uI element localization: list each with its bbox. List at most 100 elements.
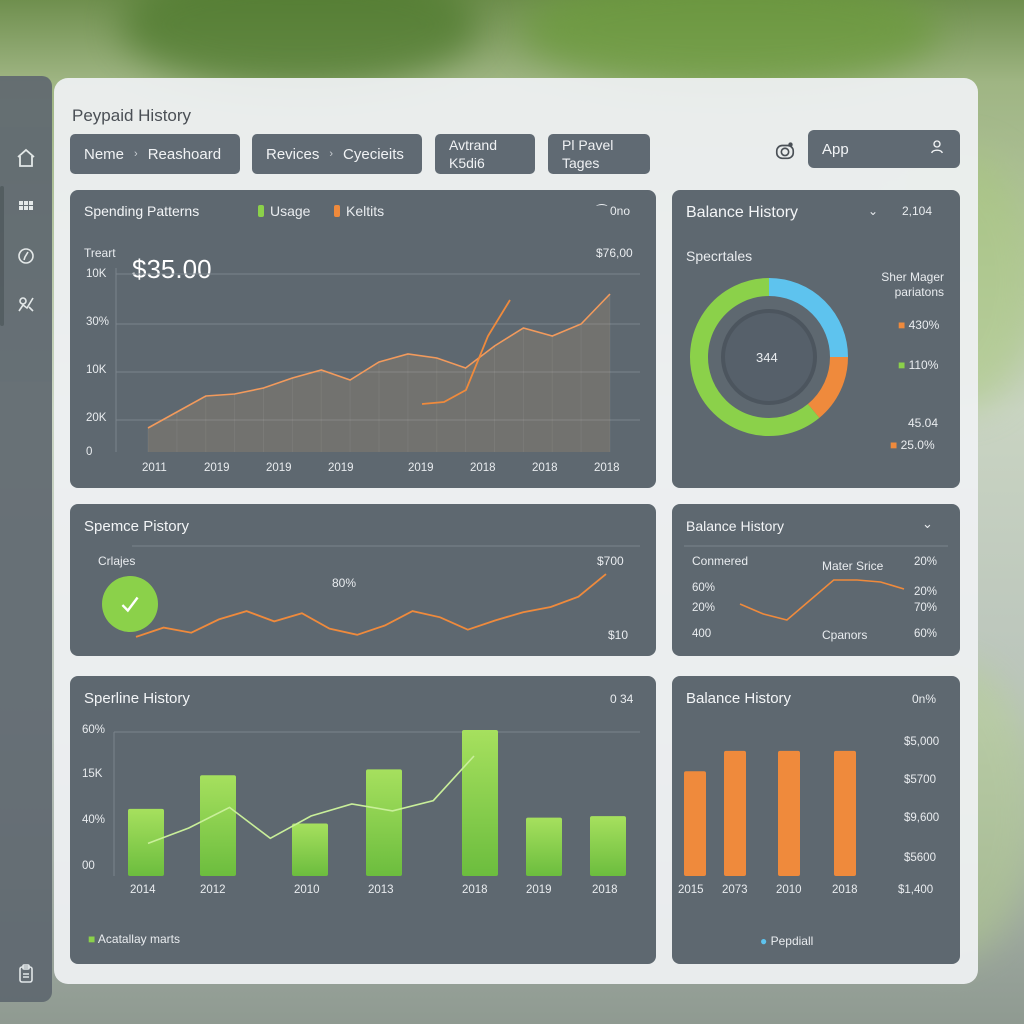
nav-button-pavel[interactable]: Pl Pavel Tages [548, 134, 650, 174]
y-tick-label: $9,600 [904, 812, 940, 824]
card-corner-value: 2,104 [902, 204, 933, 218]
nav-label-primary: Pl Pavel [562, 137, 614, 153]
x-tick-label: 2019 [266, 462, 292, 474]
analytics-icon[interactable] [14, 292, 38, 316]
app-button[interactable]: App [808, 130, 960, 168]
chevron-right-icon: › [134, 148, 138, 160]
nav-button-revices[interactable]: Revices › Cyecieits [252, 134, 422, 174]
chart-footer: ● Pepdiall [760, 934, 813, 948]
legend-bullet: ● [760, 934, 771, 948]
bar [526, 817, 562, 876]
x-tick-label: 2015 [678, 884, 704, 896]
footer-label: Pepdiall [770, 934, 814, 948]
legend-swatch [258, 205, 264, 217]
y-tick-label: 40% [82, 814, 106, 826]
spending-bars-card: Sperline History 0 34 60% 15K 40% 00 2014 20… [70, 676, 656, 964]
legend-item-1: ■ 430% [898, 318, 939, 332]
y-tick-label: $5700 [904, 774, 936, 786]
mid-label: 80% [332, 576, 357, 590]
bottom-right-value: $10 [608, 628, 629, 642]
legend-swatch [334, 205, 340, 217]
y-tick-label: 15K [82, 768, 103, 780]
y-tick-label: 30% [86, 316, 110, 328]
page-title: Peypaid History [72, 106, 192, 125]
bar [366, 769, 402, 876]
chevron-down-icon[interactable]: ⌄ [868, 204, 879, 218]
x-tick-label: 2014 [130, 884, 156, 896]
series-line-keltits [421, 299, 511, 405]
left-tick-label: 400 [692, 628, 712, 640]
x-tick-label: 2018 [592, 884, 618, 896]
app-button-label: App [822, 140, 849, 158]
y-tick-label: 10K [86, 364, 107, 376]
x-tick-label: 2011 [142, 462, 167, 474]
legend-item-2: ■ 110% [898, 358, 938, 372]
x-tick-label: 2073 [722, 884, 748, 896]
x-tick-label: 2013 [368, 884, 394, 896]
bar [834, 750, 856, 876]
home-icon[interactable] [14, 146, 38, 170]
chevron-right-icon: › [329, 148, 334, 160]
left-label: Crlajes [98, 554, 136, 568]
balance-donut-chart [690, 278, 848, 436]
bar [590, 816, 626, 876]
sidebar [0, 76, 52, 1002]
donut-slice [768, 278, 848, 358]
right-tick-label: 70% [914, 602, 938, 614]
y-tick-label: 0 [86, 446, 93, 458]
top-right-value: $76,00 [596, 246, 633, 260]
chevron-down-icon[interactable]: ⌄ [922, 516, 933, 531]
nav-label-secondary: K5di6 [449, 155, 485, 171]
left-tick-label: 20% [692, 602, 716, 614]
bar [292, 823, 328, 876]
donut-center [721, 309, 817, 405]
legend-label: 25.0% [900, 438, 935, 452]
legend-item-usage: Usage [258, 203, 310, 219]
label-c: Cpanors [822, 628, 868, 642]
camera-icon[interactable] [774, 140, 796, 162]
sidebar-active-indicator [0, 186, 4, 326]
nav-button-avtrand[interactable]: Avtrand K5di6 [435, 134, 535, 174]
card-corner-value: ⁀ 0no [597, 204, 630, 218]
area-fill [148, 294, 610, 452]
card-title: Sperline History [84, 690, 190, 707]
card-corner-value: 0n% [912, 692, 937, 706]
x-tick-label: 2012 [200, 884, 226, 896]
donut-slice [690, 278, 820, 436]
card-title: Balance History [686, 518, 785, 534]
card-title: Balance History [686, 204, 799, 221]
nav-label-secondary: Tages [562, 155, 600, 171]
spending-patterns-chart [115, 268, 640, 452]
top-right-value: $700 [597, 554, 624, 568]
right-tick-label: 60% [914, 628, 938, 640]
right-tick-label: 20% [914, 586, 938, 598]
legend-bullet: ■ [898, 318, 909, 332]
chart-footer: ■ Acatallay marts [88, 932, 180, 946]
nav-label-primary: Neme [84, 145, 125, 163]
label-a: Conmered [692, 554, 749, 568]
balance-donut-card: Balance History ⌄ 2,104 Specrtales Sher … [672, 190, 960, 488]
bar [462, 730, 498, 876]
balance-bars-chart [684, 750, 856, 876]
series-line-usage [147, 293, 611, 429]
bar [684, 771, 706, 876]
extra-value: 45.04 [908, 416, 939, 430]
side-title: Sher Mager pariatons [881, 270, 944, 299]
series-line [135, 573, 607, 638]
nav-button-dashboard[interactable]: Neme › Reashoard [70, 134, 240, 174]
y-tick-label: $1,400 [898, 884, 934, 896]
y-tick-label: 10K [86, 268, 107, 280]
x-tick-label: 2010 [294, 884, 320, 896]
x-tick-label: 2010 [776, 884, 802, 896]
x-tick-label: 2018 [462, 884, 488, 896]
bar [724, 750, 746, 876]
grid-icon[interactable] [14, 196, 38, 220]
bar [778, 750, 800, 876]
x-tick-label: 2019 [204, 462, 230, 474]
y-tick-label: 60% [82, 724, 106, 736]
bar [128, 808, 164, 876]
card-subtitle: Specrtales [686, 248, 753, 264]
compass-icon[interactable] [14, 244, 38, 268]
series-line [739, 579, 905, 621]
clipboard-icon[interactable] [14, 962, 38, 986]
